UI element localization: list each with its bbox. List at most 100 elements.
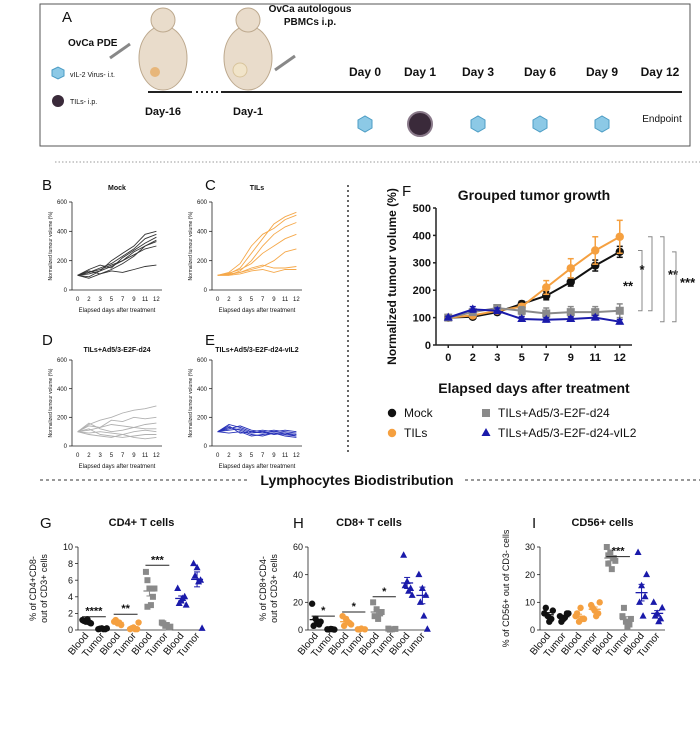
panel-letter: H — [293, 515, 304, 532]
y-axis-label: % of CD8+CD4- — [258, 556, 268, 621]
day-label: Day 0 — [349, 65, 381, 79]
dot — [580, 615, 588, 623]
virus-icon — [357, 115, 610, 133]
dot — [408, 591, 416, 598]
marker — [615, 306, 624, 315]
legend-label: TILs- i.p. — [70, 99, 97, 106]
dot — [142, 568, 149, 575]
timeline-panel: A OvCa PDE OvCa autologous PBMCs i.p. vI… — [39, 3, 691, 147]
series-line — [447, 308, 620, 323]
x-tick-label: 0 — [445, 352, 451, 364]
chart-title: Grouped tumor growth — [458, 187, 610, 203]
marker — [468, 304, 478, 313]
marker — [443, 312, 453, 321]
dot — [605, 560, 612, 567]
y-axis-label: out of CD3+ cells — [39, 554, 49, 623]
y-tick-label: 0 — [530, 625, 535, 635]
dot — [160, 620, 167, 627]
x-tick-label: 11 — [282, 453, 289, 459]
y-tick-label: 600 — [197, 200, 208, 206]
dot — [198, 624, 206, 631]
x-tick-label: 2 — [227, 453, 231, 459]
dot — [135, 619, 142, 626]
panel-letter: F — [402, 183, 411, 200]
x-tick-label: 7 — [121, 453, 125, 459]
series-line — [77, 264, 157, 276]
y-axis-label: % of CD4+CD8- — [28, 556, 38, 621]
x-tick-label: 3 — [98, 297, 102, 303]
marker — [615, 232, 624, 241]
y-tick-label: 2 — [68, 609, 73, 619]
x-tick-label: 11 — [142, 297, 149, 303]
x-axis-label: Elapsed days after treatment — [79, 308, 156, 314]
significance-label: ** — [623, 279, 634, 294]
dot — [370, 599, 377, 606]
y-tick-label: 8 — [68, 559, 73, 569]
series-line — [217, 431, 297, 438]
y-axis-label: out of CD3+ cells — [269, 554, 279, 623]
y-tick-label: 200 — [197, 415, 208, 421]
y-tick-label: 500 — [413, 203, 431, 215]
dot — [422, 591, 430, 598]
x-tick-label: 11 — [589, 352, 601, 364]
syringe-icon — [109, 42, 296, 72]
series-line — [217, 264, 297, 276]
dot — [190, 559, 198, 567]
dot — [415, 570, 423, 578]
y-axis-label: Normalized tumour volume (%) — [188, 211, 194, 280]
dot — [596, 599, 603, 606]
x-tick-label: 2 — [227, 297, 231, 303]
y-tick-label: 200 — [57, 415, 68, 421]
dot — [167, 623, 174, 630]
y-tick-label: 400 — [57, 387, 68, 393]
x-tick-label: 12 — [293, 453, 300, 459]
day-label: Day 3 — [462, 65, 494, 79]
dot — [400, 551, 408, 558]
y-tick-label: 10 — [525, 597, 535, 607]
x-tick-label: 3 — [238, 453, 242, 459]
y-axis-label: % of CD56+ out of CD3- cells — [501, 529, 511, 647]
y-tick-label: 200 — [57, 259, 68, 265]
x-tick-label: 0 — [216, 453, 220, 459]
x-tick-label: 7 — [261, 297, 265, 303]
dot — [658, 603, 666, 611]
significance-label: *** — [612, 546, 626, 558]
x-tick-label: 3 — [238, 297, 242, 303]
series-line — [217, 222, 297, 276]
dot — [546, 618, 553, 625]
significance-label: *** — [680, 275, 696, 290]
marker — [517, 313, 527, 322]
chart-title: TILs — [250, 185, 264, 192]
endpoint-label: Endpoint — [642, 114, 682, 125]
significance-label: *** — [151, 554, 165, 566]
dot — [375, 615, 382, 622]
x-tick-label: 11 — [282, 297, 289, 303]
dot — [639, 612, 647, 619]
panel-letter: G — [40, 515, 52, 532]
series-line — [77, 239, 157, 279]
day-label: Day-1 — [233, 106, 263, 118]
dot — [608, 566, 615, 573]
significance-bracket — [648, 236, 653, 312]
y-tick-label: 4 — [68, 592, 73, 602]
dot — [565, 610, 572, 617]
x-tick-label: 7 — [121, 297, 125, 303]
mouse-icon — [138, 7, 188, 91]
y-tick-label: 400 — [413, 230, 431, 242]
legend-label: TILs+Ad5/3-E2F-d24-vIL2 — [498, 426, 637, 440]
x-tick-label: 5 — [519, 352, 525, 364]
significance-label: ** — [121, 603, 130, 615]
chart-title: CD56+ cells — [571, 517, 633, 529]
dot — [619, 613, 626, 620]
y-tick-label: 60 — [293, 542, 303, 552]
x-tick-label: 5 — [110, 297, 114, 303]
x-tick-label: 5 — [250, 297, 254, 303]
dot — [151, 585, 158, 592]
legend-label: TILs+Ad5/3-E2F-d24 — [498, 406, 610, 420]
legend-label: TILs — [404, 426, 427, 440]
legend-label: Mock — [404, 406, 434, 420]
dot — [347, 621, 355, 628]
significance-label: * — [382, 586, 387, 598]
series-line — [217, 214, 297, 276]
series-line — [77, 431, 157, 440]
